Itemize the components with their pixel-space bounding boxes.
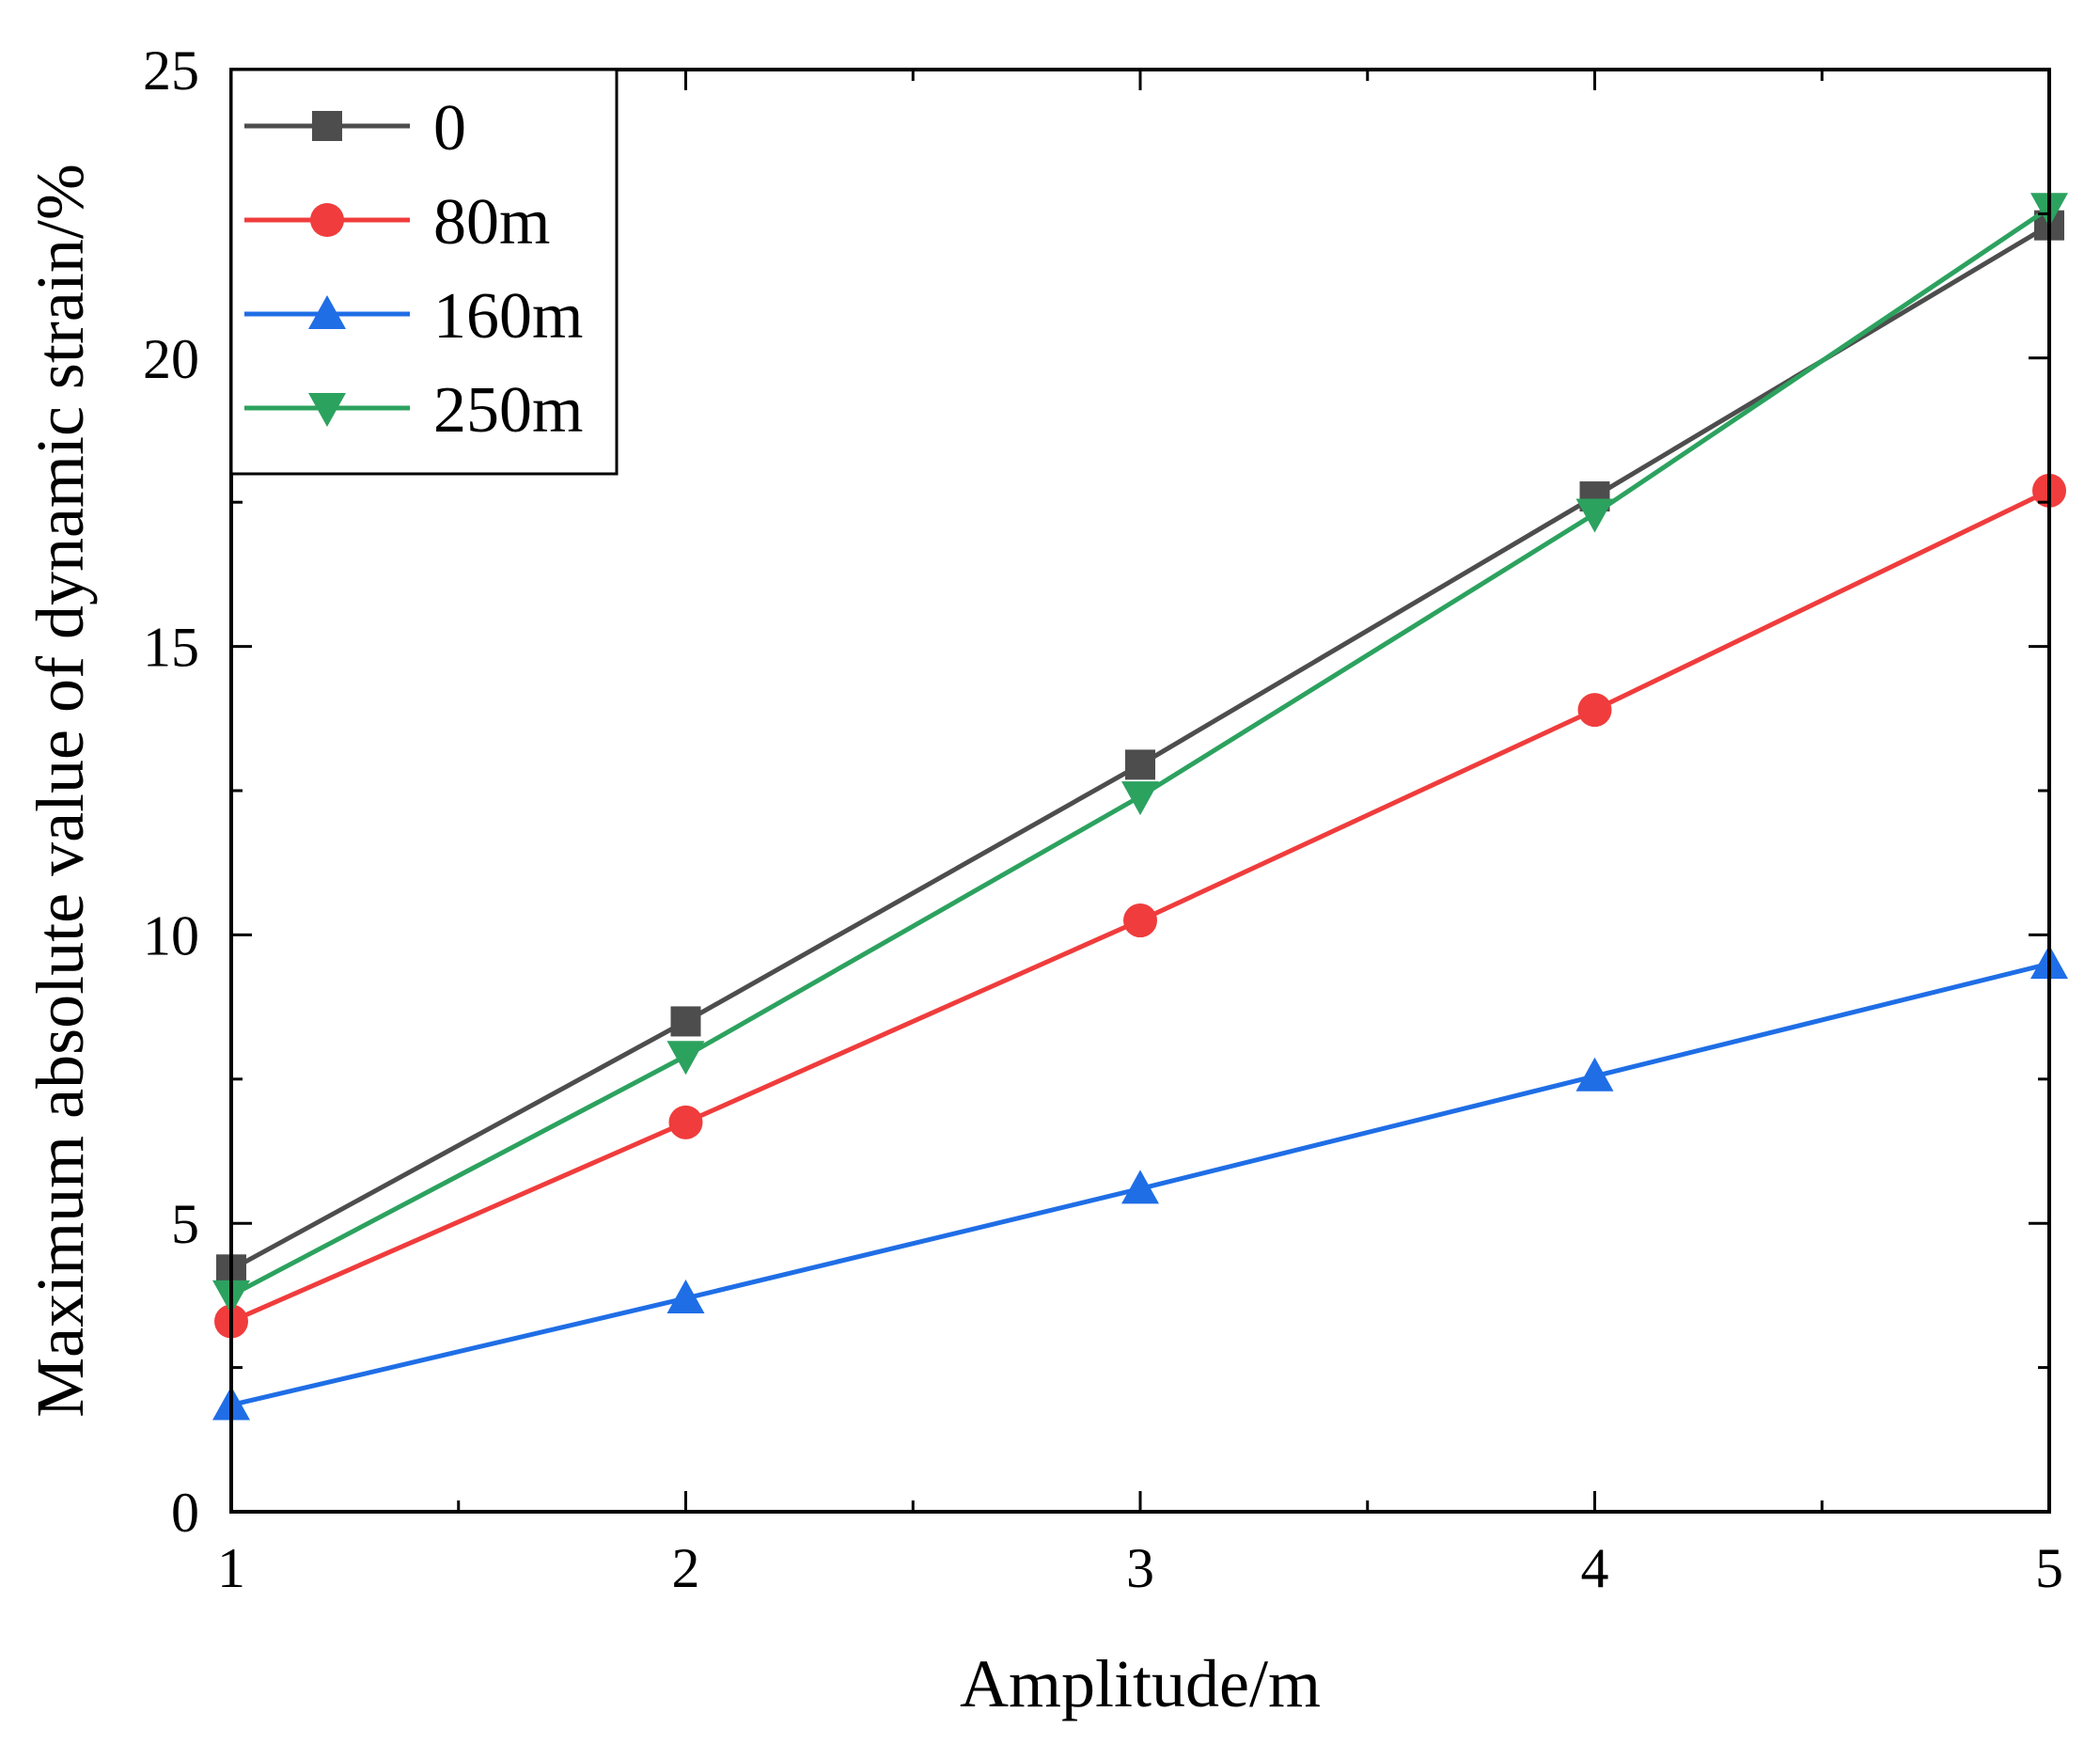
y-axis-label: Maximum absolute value of dynamic strain… (23, 164, 98, 1418)
legend-marker (308, 393, 346, 427)
y-tick-label: 15 (143, 617, 199, 679)
legend-label: 250m (433, 374, 583, 447)
x-tick-label: 1 (217, 1537, 245, 1599)
x-tick-label: 5 (2035, 1537, 2063, 1599)
legend-marker (310, 203, 344, 237)
legend-label: 160m (433, 280, 583, 353)
data-point (1577, 693, 1612, 728)
y-tick-label: 20 (143, 328, 199, 390)
data-point (1123, 903, 1157, 938)
data-point (670, 1006, 701, 1037)
x-tick-label: 3 (1126, 1537, 1154, 1599)
legend-marker (312, 111, 342, 141)
data-point (666, 1041, 705, 1076)
x-axis-label: Amplitude/m (960, 1646, 1321, 1721)
data-point (668, 1105, 703, 1139)
data-point (1575, 498, 1614, 533)
x-tick-label: 4 (1581, 1537, 1609, 1599)
data-point (666, 1279, 705, 1313)
y-tick-label: 5 (171, 1193, 199, 1255)
y-tick-label: 25 (143, 39, 199, 102)
legend-label: 80m (433, 186, 550, 259)
y-tick-label: 0 (171, 1482, 199, 1544)
legend-item: 160m (244, 280, 583, 353)
legend-label: 0 (433, 92, 466, 165)
legend-item: 0 (244, 92, 466, 165)
legend-marker (308, 295, 346, 329)
data-point (1575, 1057, 1614, 1092)
legend-item: 250m (244, 374, 583, 447)
x-tick-label: 2 (672, 1537, 700, 1599)
data-point (1121, 1170, 1159, 1204)
y-tick-label: 10 (143, 904, 199, 966)
legend: 0 80m 160m 250m (229, 68, 619, 476)
data-point (1121, 781, 1159, 816)
plot-frame (229, 68, 2051, 1514)
series-layer (212, 193, 2068, 1421)
data-point (1125, 749, 1155, 780)
legend-item: 80m (244, 186, 550, 259)
